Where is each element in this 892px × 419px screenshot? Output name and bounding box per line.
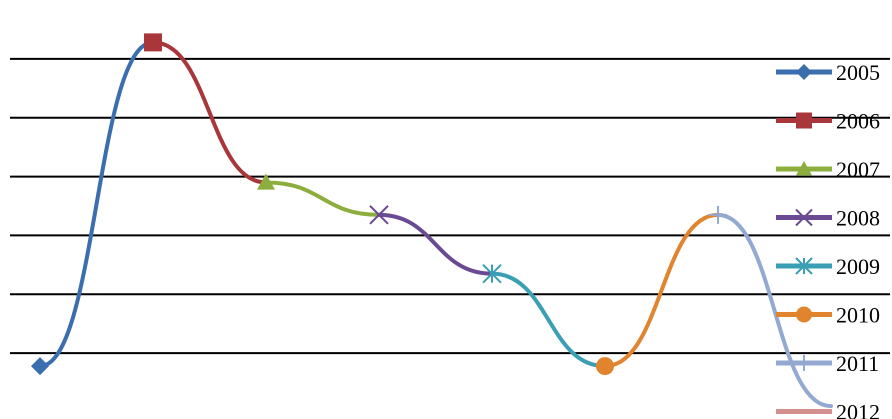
plus-marker	[796, 355, 812, 371]
legend-label: 2006	[836, 109, 880, 134]
diamond-marker	[31, 357, 49, 376]
legend-item-2012: 2012	[776, 400, 880, 419]
legend-label: 2005	[836, 60, 880, 85]
legend: 2005 2006 2007 2008 2009 2010 2011 2012	[776, 60, 880, 419]
legend-item-2005: 2005	[776, 60, 880, 85]
triangle-marker	[257, 173, 275, 190]
legend-item-2007: 2007	[776, 157, 880, 182]
legend-item-2009: 2009	[776, 254, 880, 279]
gridlines	[10, 57, 890, 355]
legend-label: 2010	[836, 303, 880, 328]
series-line-2009	[490, 271, 607, 369]
legend-label: 2008	[836, 206, 880, 231]
legend-label: 2007	[836, 157, 880, 182]
legend-label: 2012	[836, 400, 880, 419]
legend-item-2011: 2011	[776, 351, 879, 376]
plus-marker	[709, 205, 727, 224]
legend-item-2008: 2008	[776, 206, 880, 231]
x-marker	[795, 208, 813, 227]
series-lines	[38, 40, 833, 409]
legend-item-2010: 2010	[776, 303, 880, 328]
series-line-2007	[264, 180, 381, 217]
series-line-2005	[38, 40, 155, 369]
circle-marker	[596, 357, 614, 376]
circle-marker	[796, 306, 812, 323]
series-line-2011	[716, 212, 833, 409]
series-line-2006	[151, 40, 268, 185]
triangle-marker	[796, 161, 812, 176]
legend-item-2006: 2006	[776, 109, 880, 134]
series-line-2010	[603, 212, 720, 369]
legend-label: 2011	[836, 351, 879, 376]
series-markers	[31, 33, 727, 376]
star-marker	[482, 263, 502, 284]
series-line-2008	[377, 212, 494, 276]
diamond-marker	[796, 64, 812, 80]
star-marker	[795, 257, 813, 275]
square-marker	[796, 112, 812, 129]
square-marker	[144, 33, 162, 52]
legend-label: 2009	[836, 254, 880, 279]
x-marker	[369, 205, 389, 225]
